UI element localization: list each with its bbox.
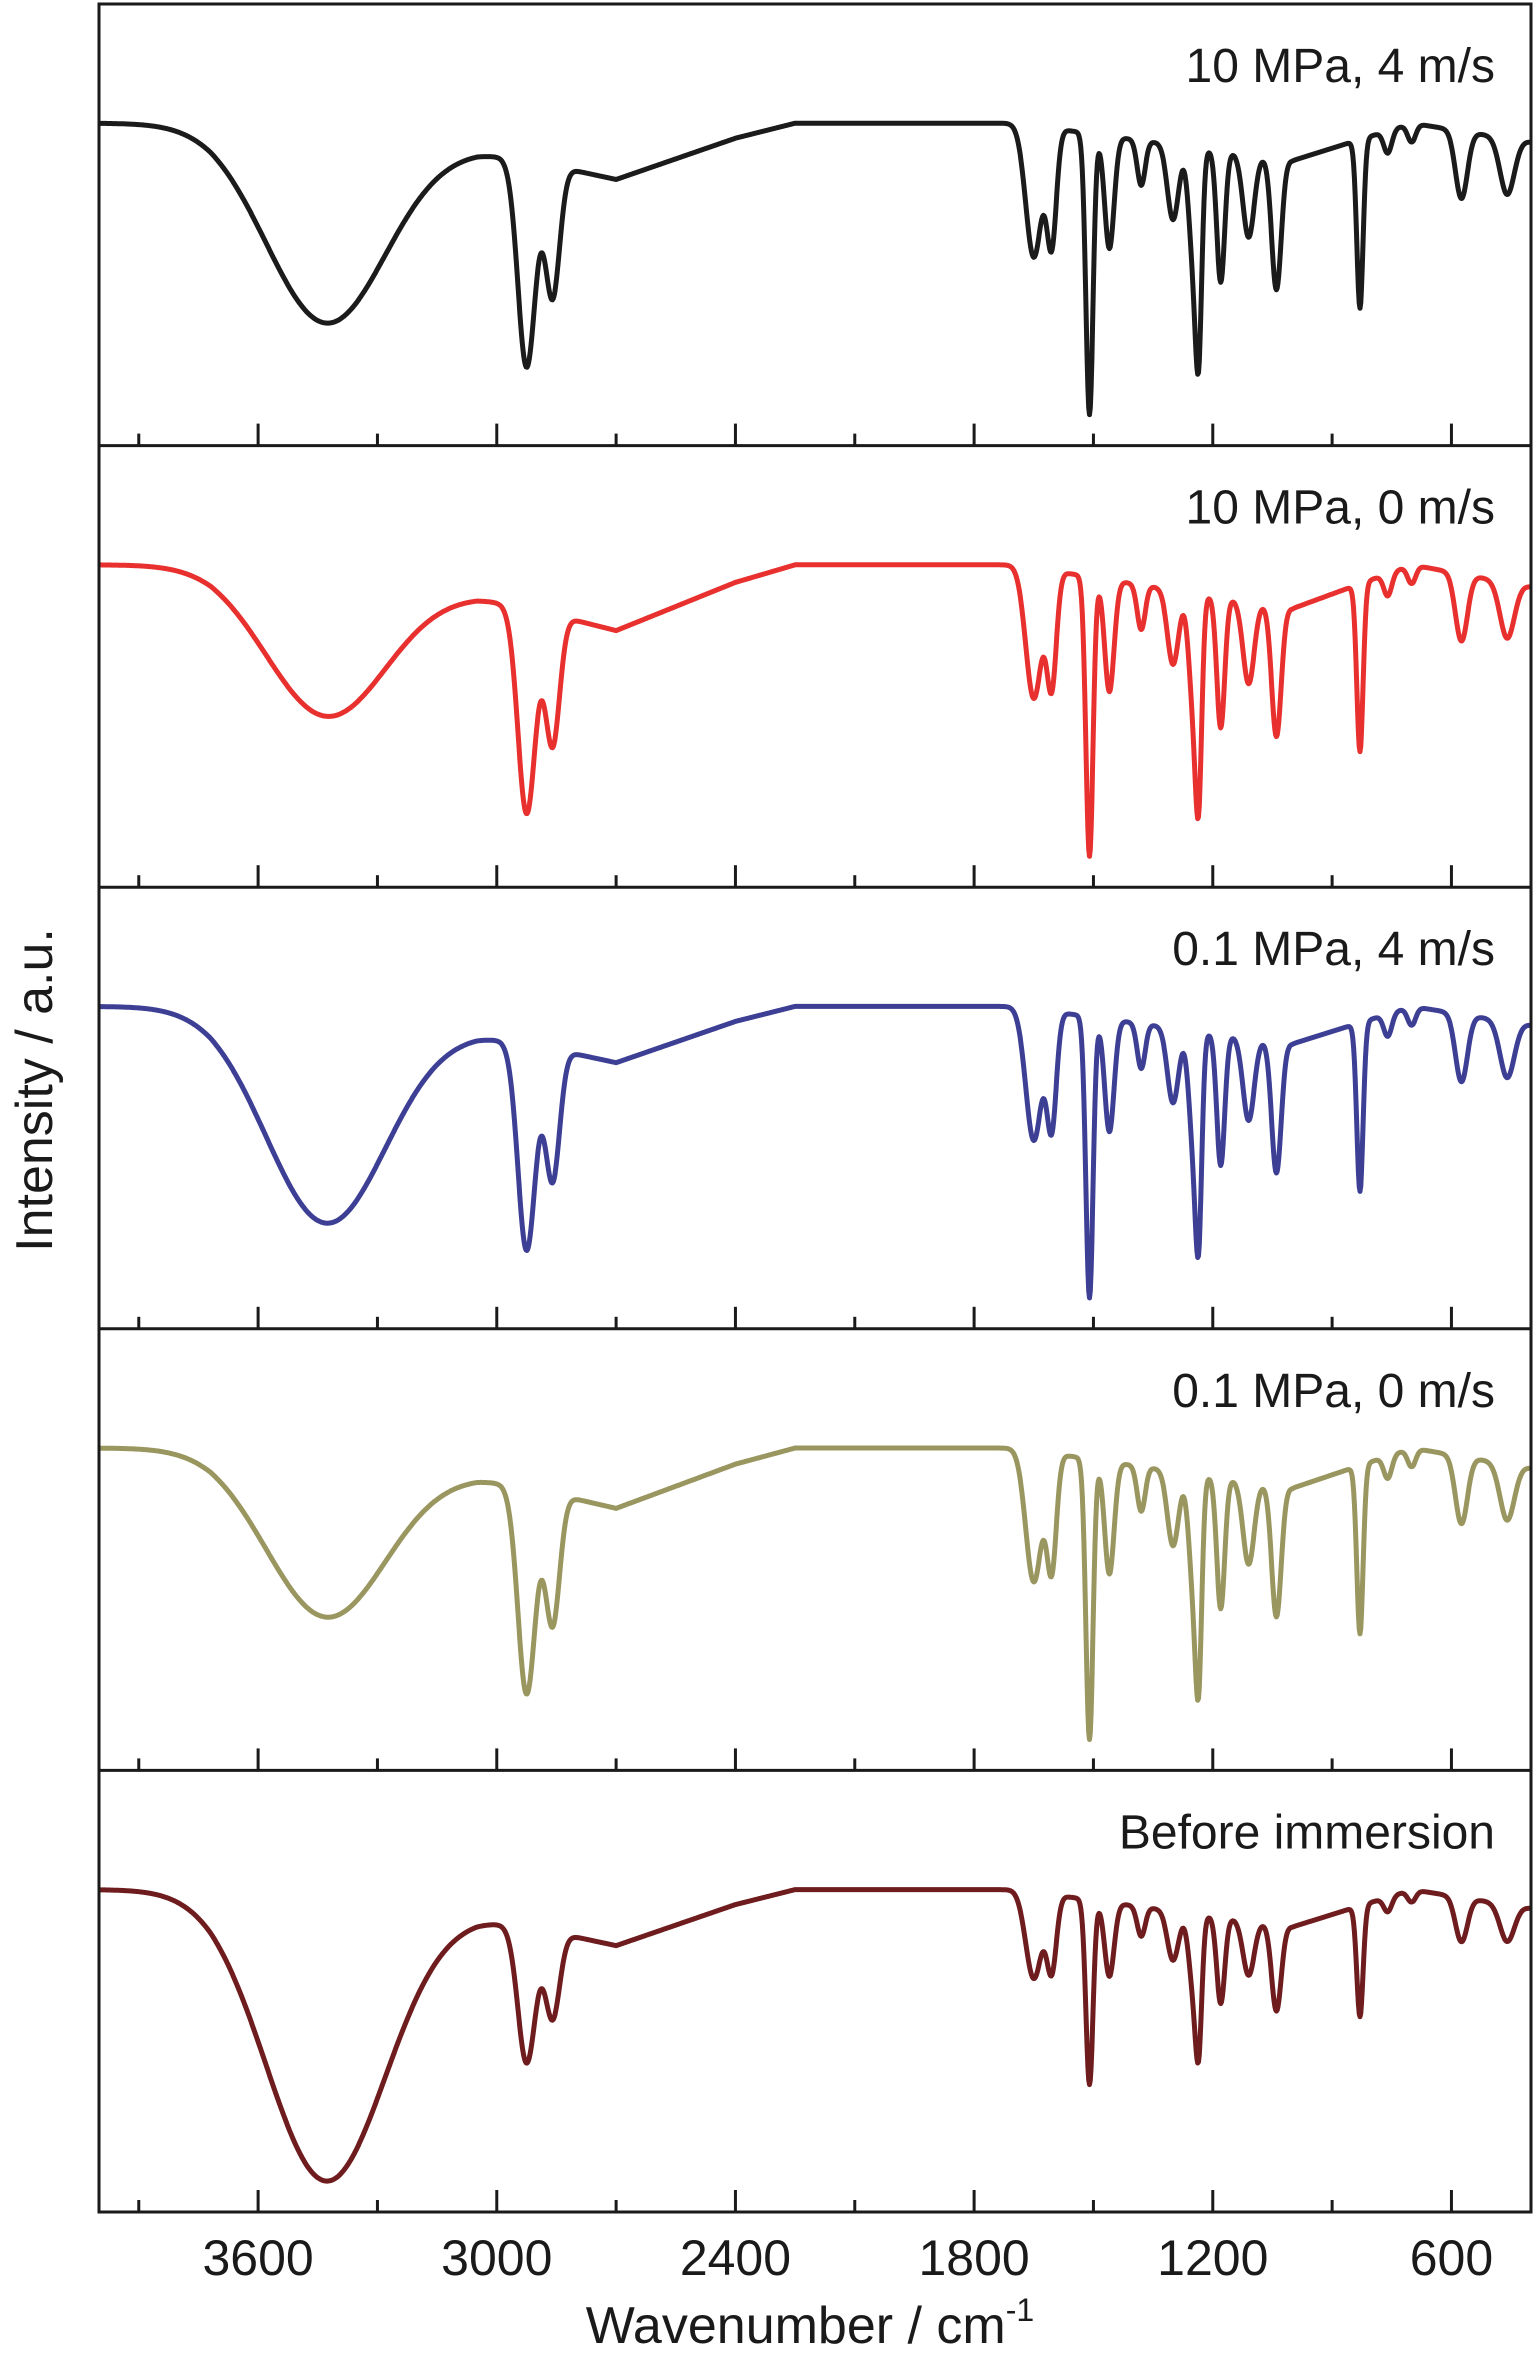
spectrum-panel-4: 0.1 MPa, 0 m/s (97, 1365, 1533, 1771)
x-axis-title-superscript: -1 (1006, 2292, 1034, 2328)
x-tick-label-4: 1800 (918, 2230, 1029, 2286)
panel-label-5: Before immersion (1119, 1806, 1495, 1859)
series-line-1 (97, 120, 1533, 418)
x-tick-label-5: 1200 (1157, 2230, 1268, 2286)
panels-layer: 10 MPa, 4 m/s 10 MPa, 0 m/s 0.1 MPa, 4 m/s… (97, 40, 1533, 2212)
spectrum-panel-2: 10 MPa, 0 m/s (97, 482, 1533, 888)
series-line-2 (97, 562, 1533, 859)
x-axis: 3600 3000 2400 1800 1200 600 (202, 2230, 1493, 2286)
series-line-5 (97, 1887, 1533, 2184)
series-line-4 (97, 1445, 1533, 1742)
panel-label-2: 10 MPa, 0 m/s (1186, 482, 1495, 535)
y-axis-title: Intensity / a.u. (6, 928, 64, 1252)
plot-frame (97, 2, 1533, 2214)
panel-label-1: 10 MPa, 4 m/s (1186, 40, 1495, 93)
x-axis-title-text: Wavenumber / cm (586, 2297, 1006, 2353)
x-tick-label-1: 3600 (202, 2230, 313, 2286)
spectrum-panel-3: 0.1 MPa, 4 m/s (97, 923, 1533, 1329)
x-tick-label-3: 2400 (680, 2230, 791, 2286)
panel-label-4: 0.1 MPa, 0 m/s (1172, 1365, 1495, 1418)
panel-label-3: 0.1 MPa, 4 m/s (1172, 923, 1495, 976)
x-axis-title: Wavenumber / cm-1 (586, 2292, 1034, 2353)
spectrum-panel-1: 10 MPa, 4 m/s (97, 40, 1533, 446)
spectrum-panel-5: Before immersion (97, 1806, 1533, 2212)
series-line-3 (97, 1003, 1533, 1301)
x-tick-label-6: 600 (1410, 2230, 1493, 2286)
x-tick-label-2: 3000 (441, 2230, 552, 2286)
frame-layer (97, 2, 1533, 2214)
